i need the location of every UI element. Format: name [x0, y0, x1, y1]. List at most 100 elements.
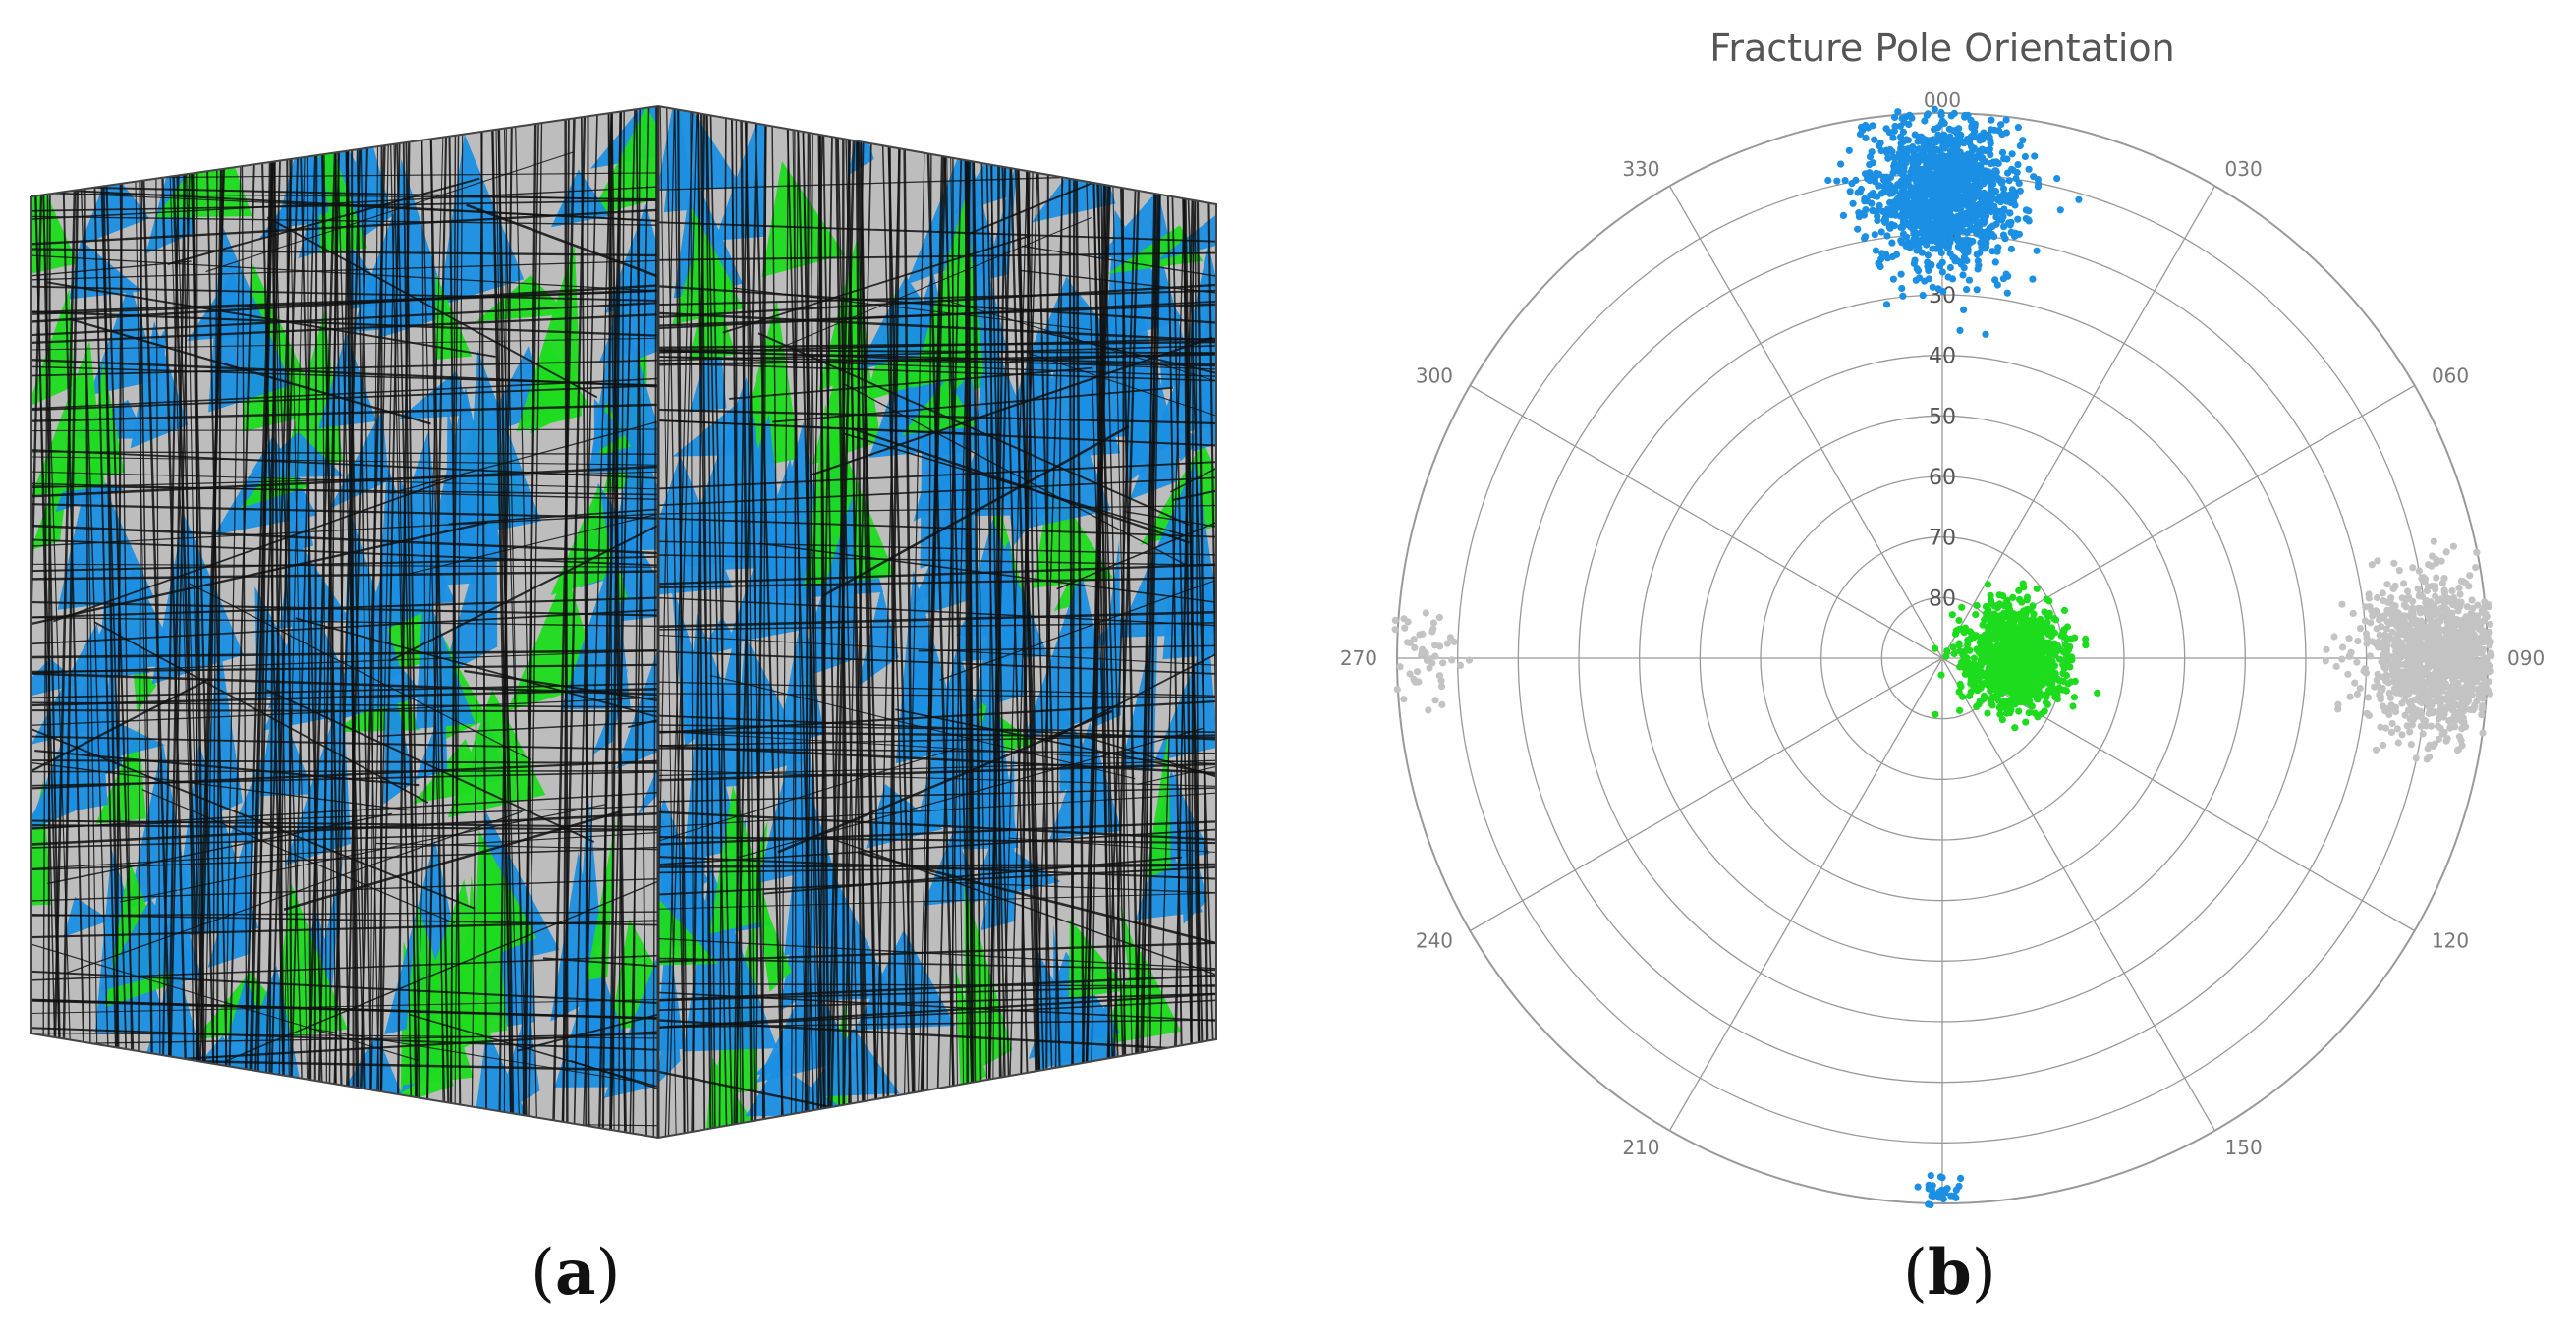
fracture-trace: [926, 134, 932, 1110]
pole-point: [1968, 174, 1976, 182]
pole-point: [2417, 710, 2426, 718]
pole-point: [2419, 730, 2427, 738]
pole-point: [2424, 632, 2432, 641]
fracture-trace: [334, 133, 351, 1104]
pole-point: [1899, 209, 1907, 217]
pole-point: [2486, 620, 2494, 629]
pole-point: [2436, 700, 2445, 709]
pole-point: [1928, 177, 1935, 185]
pole-point: [1980, 175, 1988, 183]
pole-point: [1969, 189, 1977, 196]
pole-point: [2353, 690, 2361, 698]
pole-point: [1946, 194, 1955, 201]
fracture-plane: [613, 541, 658, 623]
pole-point: [2454, 746, 2463, 754]
fracture-trace: [733, 287, 1093, 331]
pole-point: [2473, 615, 2481, 623]
pole-point: [2439, 672, 2447, 680]
fracture-plane: [637, 743, 658, 816]
pole-point: [2425, 693, 2434, 700]
pole-point: [2377, 693, 2384, 700]
pole-point: [2435, 715, 2442, 723]
pole-point: [1893, 153, 1901, 161]
pole-point: [2035, 623, 2043, 632]
fracture-trace: [1100, 164, 1113, 1080]
pole-point: [1997, 179, 2006, 187]
fracture-trace: [317, 132, 341, 1105]
fracture-trace: [139, 161, 154, 1072]
pole-point: [2015, 671, 2023, 680]
pole-point: [1845, 146, 1853, 154]
pole-point: [1940, 131, 1948, 139]
pole-point: [1990, 693, 1998, 700]
pole-point: [1876, 139, 1884, 147]
fracture-trace: [379, 123, 401, 1115]
pole-point: [1899, 184, 1907, 192]
pole-point: [2408, 627, 2416, 636]
pole-point: [2394, 739, 2402, 747]
fracture-trace: [658, 106, 676, 1138]
pole-point: [1938, 1174, 1946, 1182]
pole-point: [2048, 645, 2056, 653]
pole-point: [1984, 581, 1991, 588]
fracture-trace: [980, 142, 1003, 1101]
pole-point: [2053, 675, 2061, 683]
pole-point: [1422, 609, 1429, 617]
fracture-trace: [31, 260, 192, 291]
pole-point: [2452, 679, 2460, 688]
pole-point: [1888, 190, 1896, 197]
fracture-trace: [41, 175, 72, 1055]
pole-point: [1932, 229, 1940, 237]
pole-point: [2381, 724, 2390, 732]
fracture-trace: [658, 941, 1216, 964]
pole-point: [2033, 585, 2041, 592]
pole-point: [2362, 669, 2371, 677]
pole-point: [2413, 623, 2421, 631]
fracture-trace: [47, 281, 496, 358]
fracture-trace: [31, 877, 658, 903]
pole-point: [1998, 148, 2007, 156]
fracture-trace: [31, 998, 658, 1021]
fracture-trace: [1001, 151, 1029, 1092]
pole-point: [2429, 638, 2436, 645]
pole-point: [2006, 209, 2014, 217]
pole-point: [1939, 288, 1947, 296]
fracture-trace: [1159, 179, 1186, 1065]
pole-point: [1922, 239, 1930, 247]
pole-point: [1984, 709, 1991, 717]
fracture-trace: [745, 106, 756, 1138]
pole-point: [2438, 647, 2446, 656]
fracture-trace: [356, 130, 372, 1108]
fracture-trace: [664, 106, 694, 1138]
pole-point: [1955, 1182, 1963, 1190]
pole-point: [1891, 165, 1899, 173]
fracture-trace: [989, 144, 1010, 1099]
fracture-trace: [522, 106, 540, 1138]
azimuth-spoke: [1470, 657, 1943, 932]
pole-point: [1955, 223, 1963, 231]
pole-point: [2029, 275, 2037, 283]
pole-point: [2430, 610, 2437, 618]
fracture-trace: [1112, 171, 1141, 1073]
fracture-trace: [658, 220, 1216, 244]
pole-point: [1406, 670, 1414, 678]
fracture-plane: [530, 337, 589, 434]
pole-point: [2026, 665, 2034, 674]
polar-chart: Fracture Pole Orientation 00003006009012…: [1340, 27, 2545, 1242]
pole-point: [1942, 172, 1950, 180]
pole-point: [2012, 175, 2020, 183]
pole-point: [1856, 130, 1865, 139]
pole-point: [1861, 195, 1869, 202]
pole-point: [1941, 137, 1949, 144]
pole-point: [2055, 644, 2063, 652]
pole-point: [1921, 170, 1929, 178]
pole-point: [1889, 275, 1897, 283]
fracture-trace: [31, 663, 658, 674]
pole-point: [2478, 711, 2486, 719]
fracture-trace: [635, 106, 648, 1138]
pole-point: [2028, 702, 2036, 710]
pole-point: [2015, 707, 2023, 715]
pole-point: [1935, 1191, 1944, 1199]
fracture-trace: [1026, 150, 1054, 1093]
pole-point: [1962, 228, 1970, 236]
